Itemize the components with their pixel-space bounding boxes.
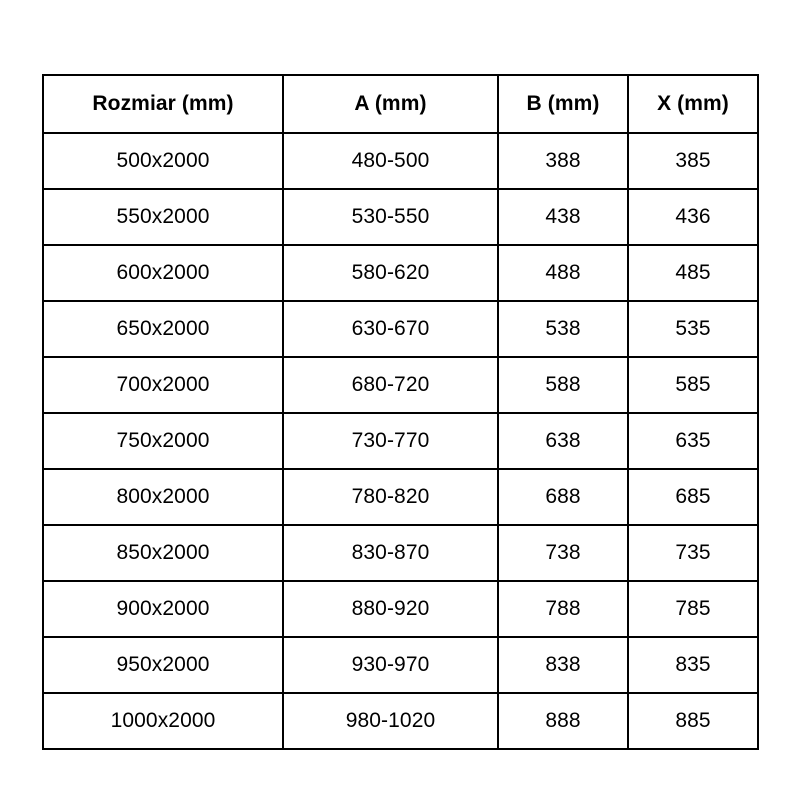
cell-x: 685 <box>627 468 759 526</box>
cell-size: 800x2000 <box>42 468 284 526</box>
cell-x: 635 <box>627 412 759 470</box>
cell-x: 485 <box>627 244 759 302</box>
table-header: Rozmiar (mm) A (mm) B (mm) X (mm) <box>42 74 759 134</box>
cell-b: 788 <box>497 580 629 638</box>
table-row: 1000x2000 980-1020 888 885 <box>42 692 759 750</box>
table-row: 850x2000 830-870 738 735 <box>42 524 759 582</box>
column-header-x: X (mm) <box>627 74 759 134</box>
cell-x: 885 <box>627 692 759 750</box>
table-header-row: Rozmiar (mm) A (mm) B (mm) X (mm) <box>42 74 759 134</box>
cell-size: 850x2000 <box>42 524 284 582</box>
cell-a: 530-550 <box>282 188 499 246</box>
cell-a: 830-870 <box>282 524 499 582</box>
cell-b: 488 <box>497 244 629 302</box>
column-header-a: A (mm) <box>282 74 499 134</box>
table-row: 600x2000 580-620 488 485 <box>42 244 759 302</box>
cell-b: 688 <box>497 468 629 526</box>
cell-a: 730-770 <box>282 412 499 470</box>
cell-size: 550x2000 <box>42 188 284 246</box>
cell-a: 480-500 <box>282 132 499 190</box>
cell-b: 738 <box>497 524 629 582</box>
cell-a: 680-720 <box>282 356 499 414</box>
cell-x: 585 <box>627 356 759 414</box>
cell-a: 980-1020 <box>282 692 499 750</box>
table-row: 900x2000 880-920 788 785 <box>42 580 759 638</box>
column-header-rozmiar: Rozmiar (mm) <box>42 74 284 134</box>
cell-a: 630-670 <box>282 300 499 358</box>
cell-size: 950x2000 <box>42 636 284 694</box>
cell-b: 538 <box>497 300 629 358</box>
cell-a: 880-920 <box>282 580 499 638</box>
cell-b: 838 <box>497 636 629 694</box>
table-row: 500x2000 480-500 388 385 <box>42 132 759 190</box>
cell-b: 888 <box>497 692 629 750</box>
cell-x: 385 <box>627 132 759 190</box>
cell-b: 388 <box>497 132 629 190</box>
cell-size: 900x2000 <box>42 580 284 638</box>
table-row: 750x2000 730-770 638 635 <box>42 412 759 470</box>
cell-size: 600x2000 <box>42 244 284 302</box>
cell-a: 580-620 <box>282 244 499 302</box>
cell-size: 1000x2000 <box>42 692 284 750</box>
table-row: 650x2000 630-670 538 535 <box>42 300 759 358</box>
cell-size: 700x2000 <box>42 356 284 414</box>
table-row: 550x2000 530-550 438 436 <box>42 188 759 246</box>
table-row: 700x2000 680-720 588 585 <box>42 356 759 414</box>
cell-x: 535 <box>627 300 759 358</box>
table-row: 800x2000 780-820 688 685 <box>42 468 759 526</box>
cell-size: 500x2000 <box>42 132 284 190</box>
cell-x: 735 <box>627 524 759 582</box>
cell-x: 436 <box>627 188 759 246</box>
cell-b: 438 <box>497 188 629 246</box>
cell-a: 930-970 <box>282 636 499 694</box>
cell-a: 780-820 <box>282 468 499 526</box>
cell-b: 588 <box>497 356 629 414</box>
cell-x: 785 <box>627 580 759 638</box>
cell-b: 638 <box>497 412 629 470</box>
cell-x: 835 <box>627 636 759 694</box>
column-header-b: B (mm) <box>497 74 629 134</box>
table-body: 500x2000 480-500 388 385 550x2000 530-550 438 4… <box>42 132 759 750</box>
table-row: 950x2000 930-970 838 835 <box>42 636 759 694</box>
size-specification-table: Rozmiar (mm) A (mm) B (mm) X (mm) 500x20… <box>42 74 759 750</box>
cell-size: 650x2000 <box>42 300 284 358</box>
cell-size: 750x2000 <box>42 412 284 470</box>
